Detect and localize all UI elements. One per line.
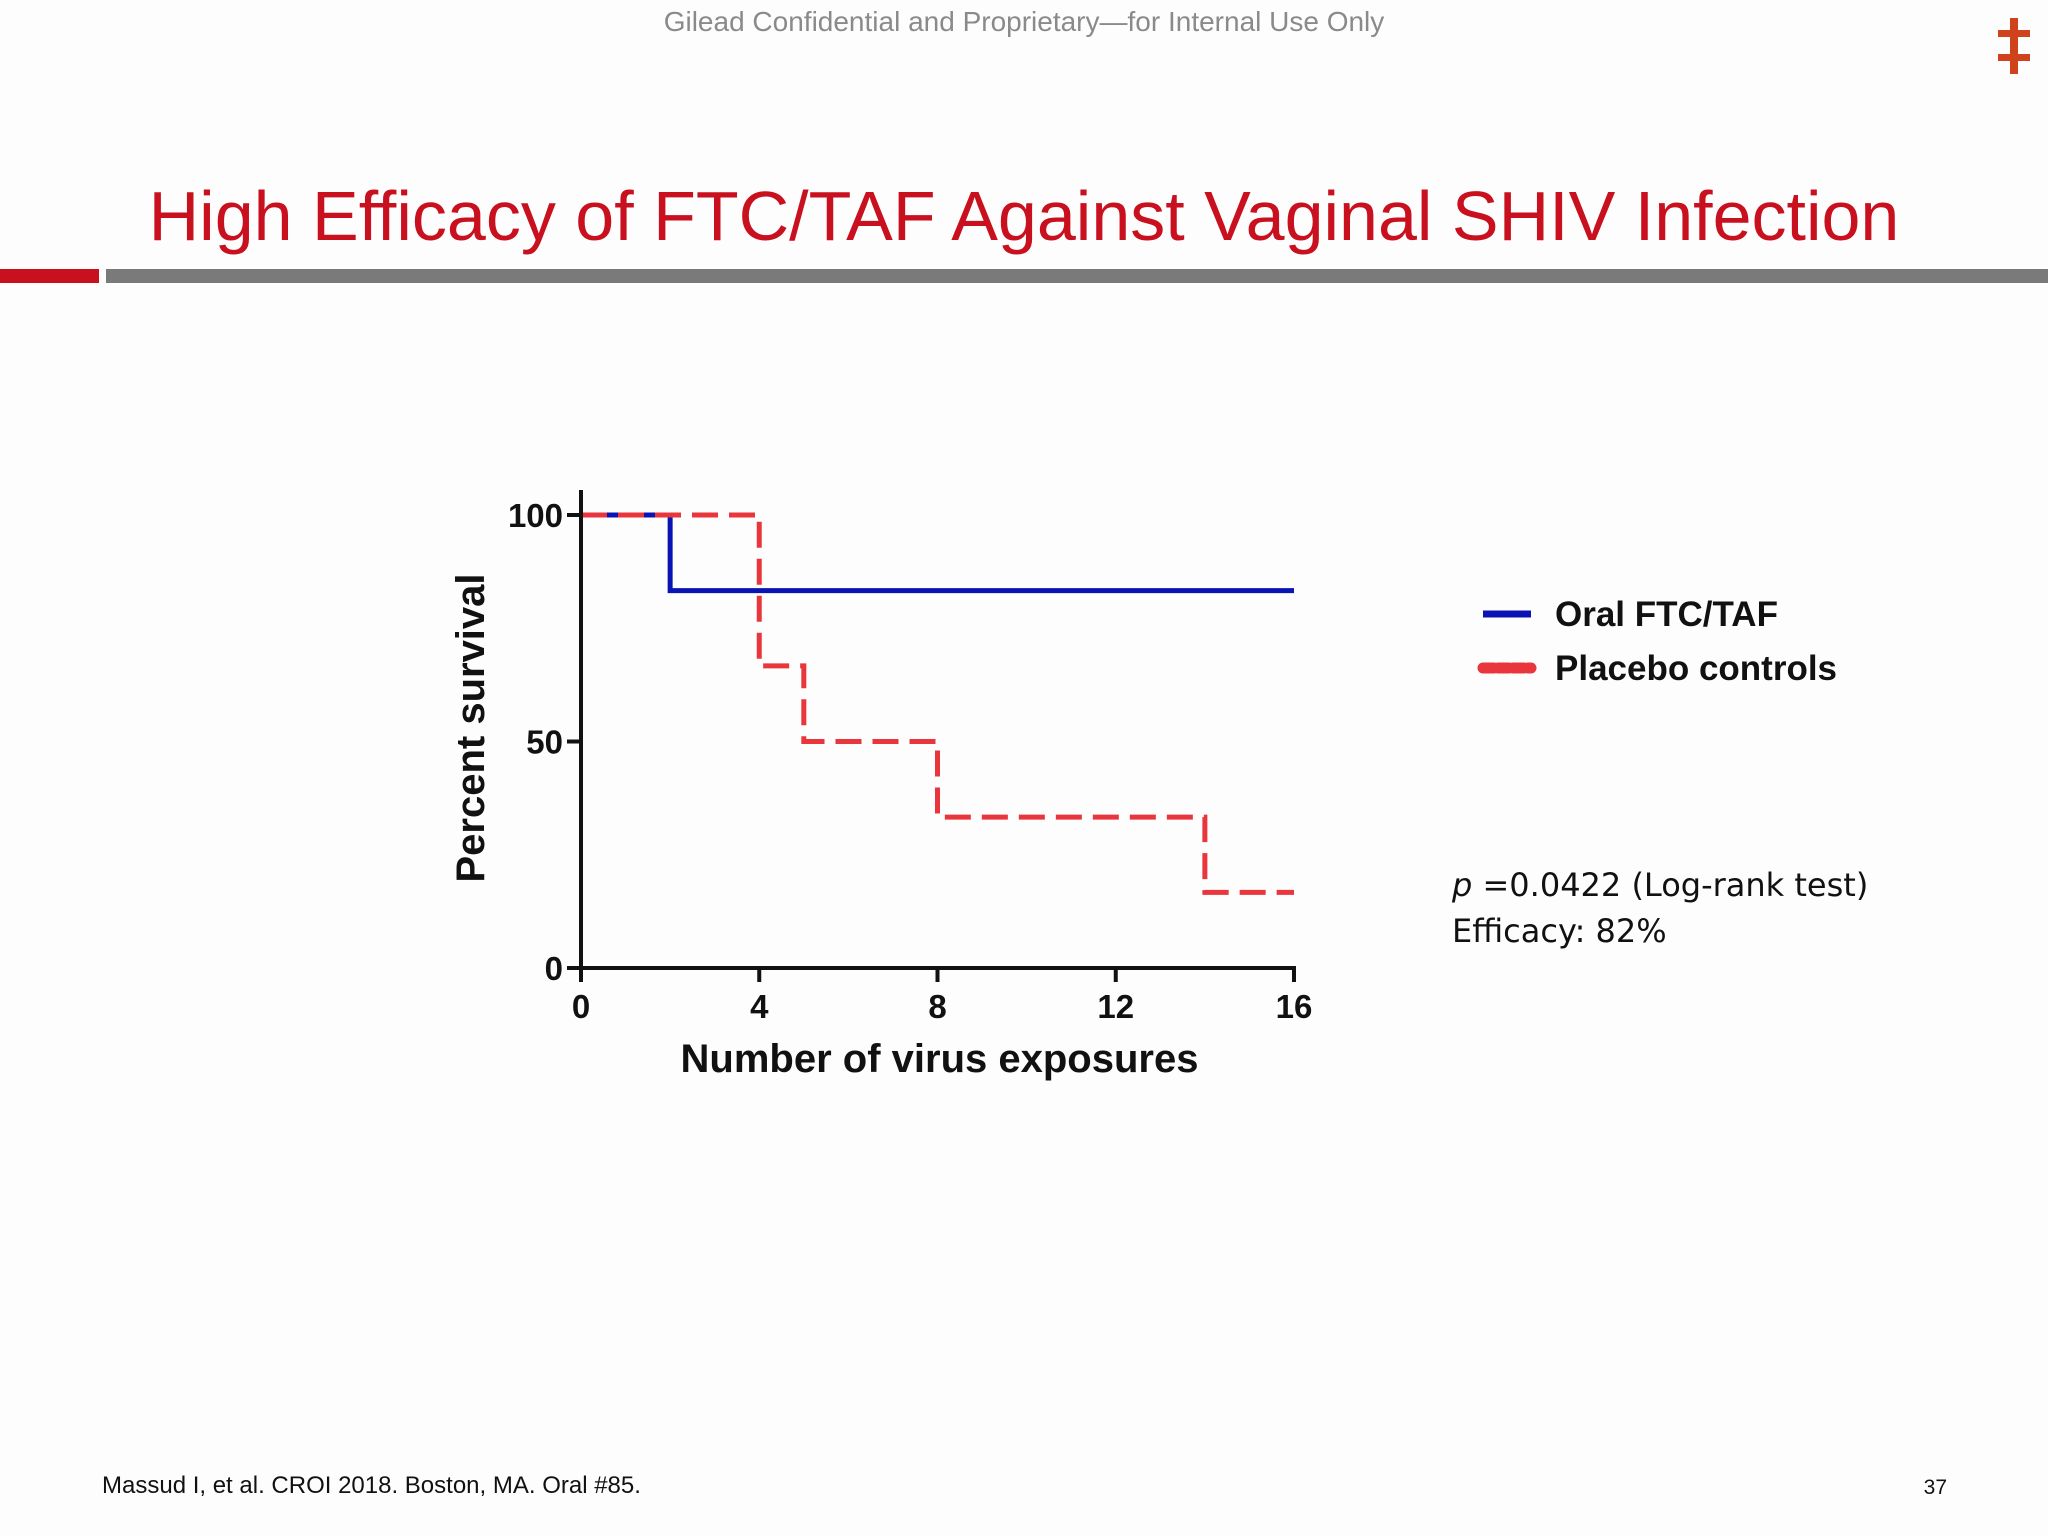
citation: Massud I, et al. CROI 2018. Boston, MA. … — [102, 1472, 641, 1499]
x-tick-label: 8 — [928, 988, 946, 1025]
page-number: 37 — [1923, 1476, 1947, 1499]
title-rule-accent — [0, 269, 99, 283]
x-tick-label: 0 — [572, 988, 590, 1025]
confidential-notice: Gilead Confidential and Proprietary—for … — [663, 6, 1385, 37]
title-rule-bar — [106, 269, 2048, 283]
legend-label-1: Placebo controls — [1555, 649, 1837, 688]
y-tick-label: 50 — [526, 724, 563, 761]
y-tick-label: 0 — [545, 950, 563, 987]
x-tick-label: 16 — [1276, 988, 1313, 1025]
double-dagger-logo-icon — [1998, 18, 2030, 74]
p-value-line: p =0.0422 (Log-rank test) — [1452, 862, 1868, 908]
efficacy-line: Efficacy: 82% — [1452, 912, 1667, 950]
stats-block: p =0.0422 (Log-rank test) Efficacy: 82% — [1452, 862, 1868, 954]
x-axis-title: Number of virus exposures — [681, 1037, 1199, 1081]
series-line-1 — [581, 512, 1294, 895]
legend-label-0: Oral FTC/TAF — [1555, 595, 1778, 634]
p-symbol: p — [1452, 866, 1473, 904]
p-value-text: =0.0422 (Log-rank test) — [1472, 866, 1869, 904]
y-tick-label: 100 — [508, 497, 563, 534]
x-tick-label: 4 — [750, 988, 769, 1025]
series-line-0 — [581, 512, 1294, 594]
slide-title: High Efficacy of FTC/TAF Against Vaginal… — [148, 177, 1900, 255]
x-tick-label: 12 — [1097, 988, 1134, 1025]
y-axis-title: Percent survival — [449, 573, 493, 882]
